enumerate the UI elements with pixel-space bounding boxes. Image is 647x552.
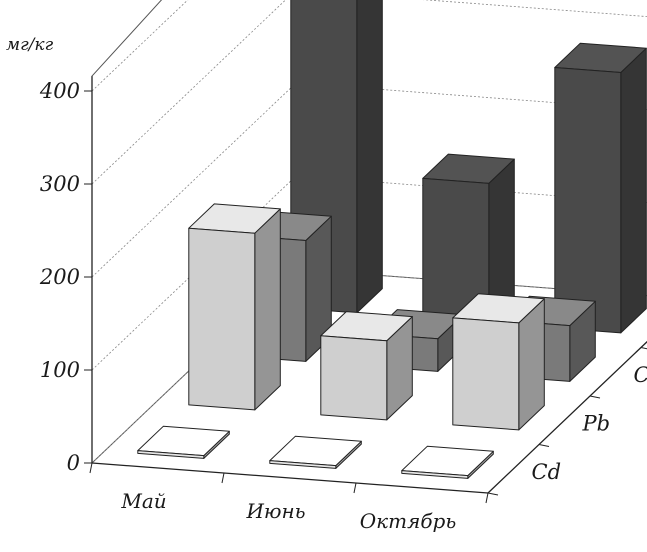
gridline [91,0,189,92]
bar-cd-1 [137,425,230,459]
y-tick-label: 200 [39,265,80,289]
depth-tick [487,492,499,496]
depth-tick [589,395,601,399]
x-category-label: Июнь [245,499,305,523]
bar-zn-3 [554,42,647,334]
x-tick [221,472,225,484]
y-unit-label: мг/кг [6,35,54,55]
x-category-label: Май [120,489,166,513]
series-label: Cd [532,460,562,484]
bar-cd-3 [401,445,494,479]
bar-front [554,67,622,334]
x-category-label: Октябрь [360,509,456,533]
x-tick [353,482,357,494]
bar-side [620,47,647,334]
y-tick-label: 100 [40,358,80,382]
bar-front [452,317,520,431]
bar-pb-1 [188,203,281,411]
bar-side [254,208,281,411]
bar-side [356,0,383,314]
depth-tick [640,347,647,350]
series-label: Pb [582,411,611,435]
bar-front [188,227,256,411]
bar-front [320,335,388,421]
bar-front [401,470,469,479]
bar-front [137,450,205,459]
depth-tick [538,444,550,447]
gridline [91,0,647,185]
chart-bars [137,0,647,479]
y-tick-label: 400 [39,79,80,103]
x-tick [89,462,93,474]
series-label: Cu [634,363,647,387]
y-tick-label: 0 [67,451,80,475]
x-axis [91,462,489,494]
x-tick [485,492,489,504]
chart-labels: мг/кг 0100200300400МайИюньОктябрьCdPbCuZ… [6,35,647,533]
bar-front [269,460,337,469]
bar-zn-2 [422,153,515,324]
bar-pb-3 [452,293,545,431]
bar-pb-2 [320,311,413,421]
chart-axes [84,76,647,504]
y-tick-label: 300 [40,172,80,196]
bar-cd-2 [269,435,362,469]
